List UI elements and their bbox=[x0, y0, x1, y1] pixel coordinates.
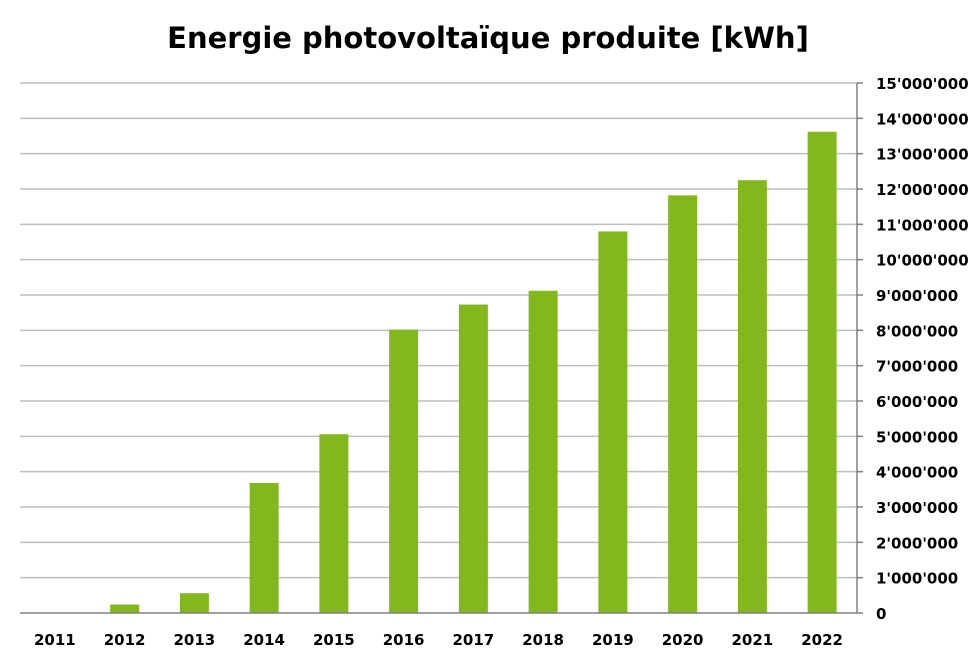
bar bbox=[249, 482, 279, 613]
x-tick-label: 2014 bbox=[243, 631, 285, 649]
y-tick-label: 8'000'000 bbox=[876, 322, 958, 340]
axes bbox=[20, 82, 863, 614]
y-tick-label: 2'000'000 bbox=[876, 534, 958, 552]
x-tick-label: 2017 bbox=[453, 631, 495, 649]
gridlines bbox=[20, 82, 857, 579]
bar bbox=[389, 329, 419, 613]
y-tick-labels: 0 1'000'000 2'000'000 3'000'000 4'000'000 5'0… bbox=[876, 75, 969, 623]
x-tick-label: 2013 bbox=[174, 631, 216, 649]
x-tick-label: 2019 bbox=[592, 631, 634, 649]
y-tick-label: 7'000'000 bbox=[876, 358, 958, 376]
bar bbox=[110, 604, 140, 613]
bars bbox=[110, 131, 837, 614]
x-tick-label: 2016 bbox=[383, 631, 425, 649]
y-tick-label: 14'000'000 bbox=[876, 110, 969, 128]
bar bbox=[737, 180, 767, 613]
bar bbox=[598, 231, 628, 613]
y-tick-label: 1'000'000 bbox=[876, 570, 958, 588]
x-tick-labels: 2011 2012 2013 2014 2015 2016 2017 2018 2019 2020… bbox=[34, 631, 843, 649]
chart-title: Energie photovoltaïque produite [kWh] bbox=[167, 21, 809, 55]
y-tick-label: 6'000'000 bbox=[876, 393, 958, 411]
x-tick-label: 2011 bbox=[34, 631, 76, 649]
bar bbox=[807, 131, 837, 613]
y-tick-label: 11'000'000 bbox=[876, 216, 969, 234]
x-tick-label: 2022 bbox=[801, 631, 843, 649]
x-tick-label: 2018 bbox=[522, 631, 564, 649]
x-tick-label: 2012 bbox=[104, 631, 146, 649]
y-tick-label: 10'000'000 bbox=[876, 252, 969, 270]
bar bbox=[458, 304, 488, 613]
bar bbox=[668, 195, 698, 614]
y-tick-label: 12'000'000 bbox=[876, 181, 969, 199]
x-tick-label: 2021 bbox=[732, 631, 774, 649]
bar bbox=[319, 434, 349, 613]
y-tick-label: 4'000'000 bbox=[876, 464, 958, 482]
bar bbox=[528, 290, 558, 613]
y-tick-label: 13'000'000 bbox=[876, 146, 969, 164]
x-tick-label: 2015 bbox=[313, 631, 355, 649]
bar bbox=[179, 593, 209, 613]
y-tick-label: 9'000'000 bbox=[876, 287, 958, 305]
x-tick-label: 2020 bbox=[662, 631, 704, 649]
y-tick-label: 15'000'000 bbox=[876, 75, 969, 93]
y-tick-label: 3'000'000 bbox=[876, 499, 958, 517]
y-tick-label: 5'000'000 bbox=[876, 428, 958, 446]
y-tick-label: 0 bbox=[876, 605, 886, 623]
